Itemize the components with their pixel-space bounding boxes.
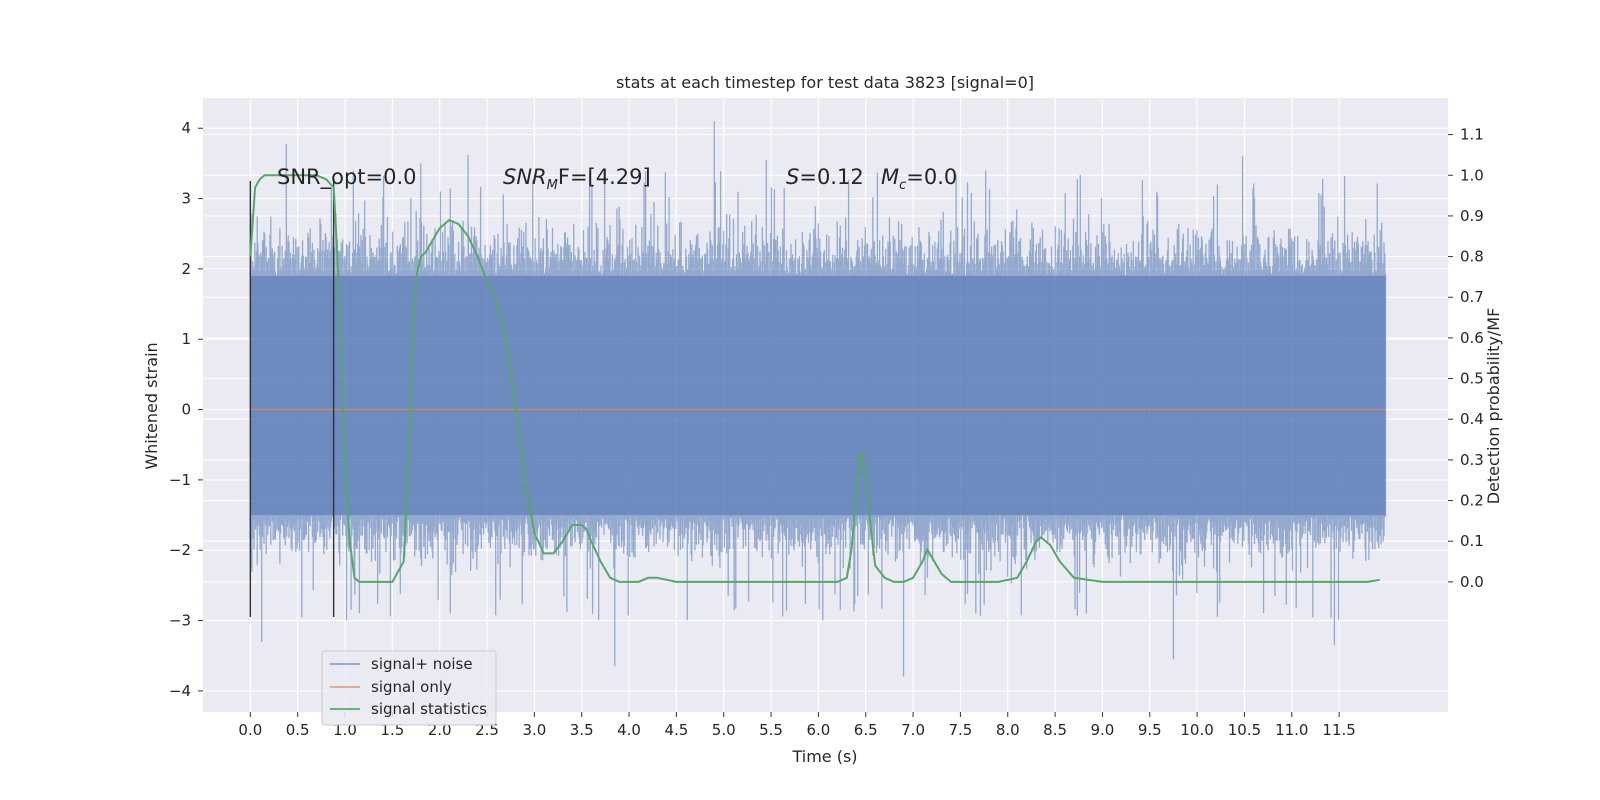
snr-opt-annotation: SNR_opt=0.0 bbox=[277, 165, 417, 190]
y-right-tick-label: 0.7 bbox=[1460, 288, 1484, 306]
noise-series bbox=[249, 121, 1387, 677]
chart-title: stats at each timestep for test data 382… bbox=[616, 73, 1034, 92]
x-tick-label: 10.0 bbox=[1180, 721, 1213, 739]
y-right-tick-label: 1.0 bbox=[1460, 166, 1484, 184]
x-tick-label: 0.5 bbox=[286, 721, 310, 739]
x-tick-label: 5.0 bbox=[712, 721, 736, 739]
y-tick-label: 0 bbox=[181, 401, 191, 419]
y-right-tick-label: 1.1 bbox=[1460, 126, 1484, 144]
y-right-tick-label: 0.3 bbox=[1460, 451, 1484, 469]
y-tick-label: −2 bbox=[169, 541, 191, 559]
x-tick-label: 7.0 bbox=[901, 721, 925, 739]
legend-label-signal-statistics: signal statistics bbox=[371, 700, 487, 718]
y-right-tick-label: 0.5 bbox=[1460, 370, 1484, 388]
y-right-tick-label: 0.8 bbox=[1460, 248, 1484, 266]
y-right-tick-label: 0.9 bbox=[1460, 207, 1484, 225]
x-tick-label: 4.0 bbox=[617, 721, 641, 739]
y-right-tick-label: 0.6 bbox=[1460, 329, 1484, 347]
legend-label-signal-only: signal only bbox=[371, 678, 452, 696]
x-tick-label: 5.5 bbox=[759, 721, 783, 739]
x-tick-label: 6.5 bbox=[854, 721, 878, 739]
mc-value: =0.0 bbox=[906, 165, 957, 189]
x-tick-label: 10.5 bbox=[1228, 721, 1261, 739]
y-tick-label: 4 bbox=[181, 119, 191, 137]
y-right-tick-label: 0.4 bbox=[1460, 410, 1484, 428]
s-value: =0.12 bbox=[799, 165, 863, 189]
s-annotation: S=0.12 bbox=[786, 165, 864, 189]
y-tick-label: −4 bbox=[169, 682, 191, 700]
x-tick-label: 11.5 bbox=[1322, 721, 1355, 739]
x-axis-title: Time (s) bbox=[791, 747, 857, 766]
y-axis-left: −4 −3 −2 −1 0 1 2 3 4 bbox=[169, 119, 203, 700]
s-label: S bbox=[786, 165, 799, 189]
y-right-tick-label: 0.0 bbox=[1460, 573, 1484, 591]
x-tick-label: 3.5 bbox=[570, 721, 594, 739]
y-axis-title: Whitened strain bbox=[142, 342, 161, 469]
y-tick-label: −3 bbox=[169, 612, 191, 630]
snr-mf-annotation: SNRMF=[4.29] bbox=[503, 165, 651, 193]
signal-statistics-line bbox=[249, 174, 1380, 583]
x-tick-label: 4.5 bbox=[664, 721, 688, 739]
mc-label: M bbox=[881, 165, 899, 189]
x-tick-label: 3.0 bbox=[522, 721, 546, 739]
y-axis-right: 0.0 0.1 0.2 0.3 0.4 0.5 0.6 0.7 0.8 0.9 1.0 1.1 bbox=[1448, 126, 1484, 591]
snr-mf-base: SNR bbox=[503, 165, 547, 189]
annotations: SNR_opt=0.0 SNRMF=[4.29] S=0.12 Mc=0.0 bbox=[277, 165, 957, 193]
x-tick-label: 9.5 bbox=[1138, 721, 1162, 739]
y-tick-label: 3 bbox=[181, 190, 191, 208]
x-tick-label: 11.0 bbox=[1275, 721, 1308, 739]
y-right-tick-label: 0.2 bbox=[1460, 492, 1484, 510]
x-tick-label: 6.0 bbox=[806, 721, 830, 739]
y-right-tick-label: 0.1 bbox=[1460, 532, 1484, 550]
x-tick-label: 8.0 bbox=[996, 721, 1020, 739]
x-tick-label: 9.0 bbox=[1091, 721, 1115, 739]
legend-label-signal-noise: signal+ noise bbox=[371, 655, 473, 673]
y-axis-right-title: Detection probability/MF bbox=[1484, 308, 1503, 505]
y-tick-label: −1 bbox=[169, 471, 191, 489]
legend: signal+ noise signal only signal statist… bbox=[321, 650, 497, 726]
snr-mf-sub: M bbox=[547, 178, 558, 193]
y-tick-label: 1 bbox=[181, 330, 191, 348]
x-tick-label: 8.5 bbox=[1043, 721, 1067, 739]
snr-mf-rest: F=[4.29] bbox=[558, 165, 651, 189]
x-tick-label: 7.5 bbox=[948, 721, 972, 739]
x-tick-label: 0.0 bbox=[238, 721, 262, 739]
y-tick-label: 2 bbox=[181, 260, 191, 278]
legend-box bbox=[321, 650, 497, 726]
stats-series bbox=[249, 174, 1380, 583]
mc-sub: c bbox=[899, 178, 906, 193]
mc-annotation: Mc=0.0 bbox=[881, 165, 957, 193]
